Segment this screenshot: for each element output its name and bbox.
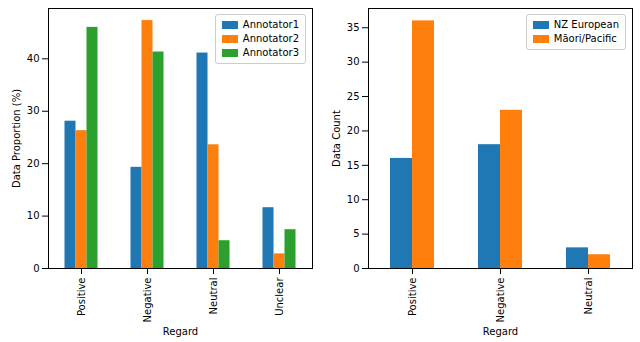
svg-text:35: 35 [347,22,360,33]
svg-text:Data Proportion (%): Data Proportion (%) [11,89,22,188]
html-text:Māori/Pacific: Māori/Pacific [553,33,617,44]
svg-text:0: 0 [353,263,359,274]
svg-text:40: 40 [27,53,40,64]
svg-text:Positive: Positive [407,278,418,317]
svg-text:Regard: Regard [483,326,518,337]
svg-text:Regard: Regard [163,326,198,337]
svg-text:30: 30 [27,105,40,116]
svg-text:30: 30 [347,56,360,67]
svg-text:5: 5 [353,228,359,239]
svg-text:20: 20 [347,125,360,136]
html-text:Annotator1: Annotator1 [242,19,299,30]
svg-text:10: 10 [27,210,40,221]
svg-text:20: 20 [27,158,40,169]
html-text:NZ European: NZ European [553,19,619,30]
svg-text:Neutral: Neutral [583,278,594,315]
svg-text:15: 15 [347,160,360,171]
html-text:Annotator2: Annotator2 [242,33,299,44]
svg-text:Data Count: Data Count [331,110,342,167]
svg-text:Negative: Negative [142,278,153,323]
svg-text:0: 0 [33,263,39,274]
svg-text:Positive: Positive [76,278,87,317]
svg-text:10: 10 [347,194,360,205]
svg-text:25: 25 [347,91,360,102]
svg-text:Negative: Negative [495,278,506,323]
html-text:Annotator3: Annotator3 [242,47,299,58]
svg-text:Unclear: Unclear [274,277,285,316]
svg-text:Neutral: Neutral [208,278,219,315]
